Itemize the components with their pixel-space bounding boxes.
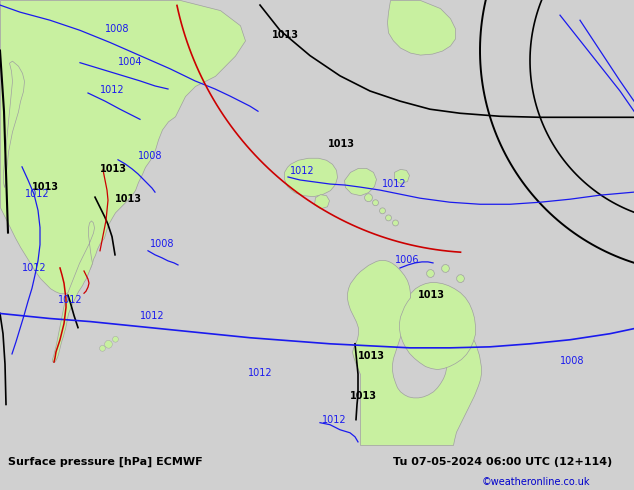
Text: Tu 07-05-2024 06:00 UTC (12+114): Tu 07-05-2024 06:00 UTC (12+114) [393, 457, 612, 467]
Text: 1013: 1013 [115, 194, 142, 204]
Text: 1012: 1012 [382, 179, 406, 189]
Text: 1012: 1012 [58, 295, 82, 305]
Text: 1013: 1013 [32, 182, 59, 192]
Text: 1012: 1012 [25, 189, 49, 199]
Text: 1012: 1012 [140, 311, 165, 320]
Text: 1006: 1006 [395, 255, 420, 265]
Text: 1013: 1013 [358, 351, 385, 361]
Text: 1012: 1012 [100, 85, 125, 95]
Text: 1008: 1008 [138, 151, 162, 161]
Text: 1013: 1013 [100, 164, 127, 174]
Text: Surface pressure [hPa] ECMWF: Surface pressure [hPa] ECMWF [8, 457, 202, 467]
Text: 1013: 1013 [272, 30, 299, 40]
Text: 1004: 1004 [118, 57, 143, 67]
Text: 1013: 1013 [328, 139, 355, 148]
Text: 1008: 1008 [560, 356, 585, 366]
Text: 1012: 1012 [248, 368, 273, 378]
Text: 1012: 1012 [290, 166, 314, 176]
Text: 1012: 1012 [322, 415, 347, 425]
Text: 1008: 1008 [150, 239, 174, 249]
Text: 1013: 1013 [350, 392, 377, 401]
Text: 1013: 1013 [418, 290, 445, 300]
Text: ©weatheronline.co.uk: ©weatheronline.co.uk [482, 477, 590, 487]
Text: 1008: 1008 [105, 24, 129, 34]
Text: 1012: 1012 [22, 263, 47, 273]
